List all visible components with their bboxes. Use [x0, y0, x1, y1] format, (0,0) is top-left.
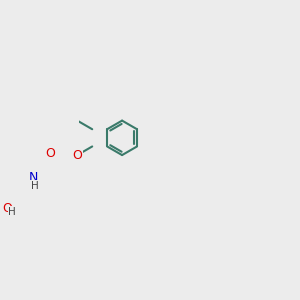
Text: O: O: [46, 147, 56, 160]
Text: H: H: [31, 181, 38, 191]
Text: N: N: [29, 171, 38, 184]
Text: H: H: [8, 207, 16, 217]
Text: O: O: [72, 148, 82, 162]
Text: O: O: [2, 202, 12, 215]
